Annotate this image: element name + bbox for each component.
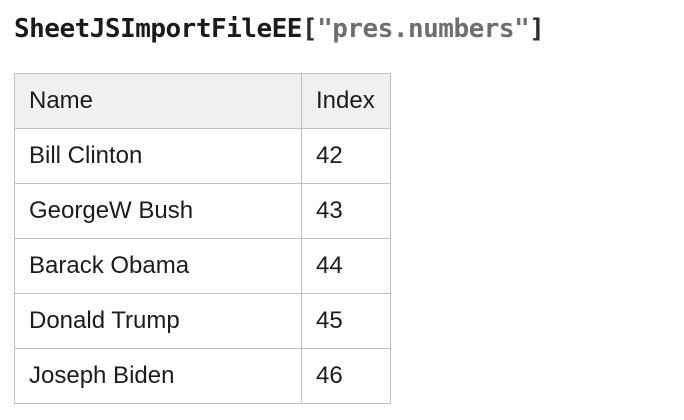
table-row: Bill Clinton 42 (14, 128, 391, 184)
docs-page: SheetJSImportFileEE["pres.numbers"] Name… (14, 14, 684, 404)
cell-president-index: 46 (301, 348, 391, 404)
title-sheet-name-string: "pres.numbers" (317, 14, 530, 44)
cell-president-name: Joseph Biden (14, 348, 302, 404)
title-object-name: SheetJSImportFileEE (14, 14, 302, 44)
cell-president-index: 45 (301, 293, 391, 349)
cell-president-name: Barack Obama (14, 238, 302, 294)
cell-president-index: 42 (301, 128, 391, 184)
column-header-index: Index (301, 73, 391, 129)
cell-president-index: 43 (301, 183, 391, 239)
table-row: GeorgeW Bush 43 (14, 183, 391, 239)
table-row: Donald Trump 45 (14, 293, 391, 349)
table-row: Joseph Biden 46 (14, 348, 391, 404)
table-row: Barack Obama 44 (14, 238, 391, 294)
title-close-bracket: ] (529, 14, 545, 44)
cell-president-name: Donald Trump (14, 293, 302, 349)
column-header-name: Name (14, 73, 302, 129)
cell-president-name: Bill Clinton (14, 128, 302, 184)
presidents-table: Name Index Bill Clinton 42 GeorgeW Bush … (14, 73, 391, 404)
title-open-bracket: [ (301, 14, 318, 44)
cell-president-index: 44 (301, 238, 391, 294)
cell-president-name: GeorgeW Bush (14, 183, 302, 239)
table-header-row: Name Index (14, 73, 391, 129)
page-title: SheetJSImportFileEE["pres.numbers"] (14, 14, 684, 45)
